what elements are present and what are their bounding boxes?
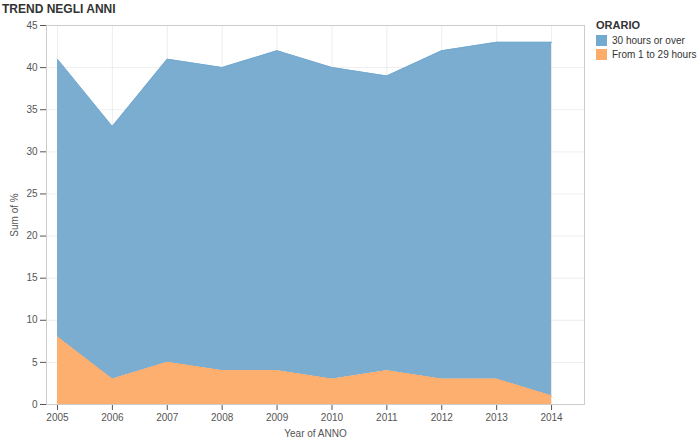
svg-text:25: 25 (26, 188, 38, 199)
svg-text:2006: 2006 (101, 412, 124, 423)
svg-text:20: 20 (26, 230, 38, 241)
svg-text:2012: 2012 (431, 412, 454, 423)
svg-text:2009: 2009 (266, 412, 289, 423)
svg-text:2013: 2013 (486, 412, 509, 423)
svg-text:15: 15 (26, 272, 38, 283)
html-text:ORARIO: ORARIO (596, 19, 640, 31)
html-text:From 1 to 29 hours: From 1 to 29 hours (612, 49, 697, 60)
svg-text:5: 5 (32, 357, 38, 368)
svg-text:30: 30 (26, 146, 38, 157)
svg-text:35: 35 (26, 104, 38, 115)
svg-text:10: 10 (26, 314, 38, 325)
svg-text:2007: 2007 (156, 412, 179, 423)
svg-text:Year of ANNO: Year of ANNO (284, 428, 347, 439)
svg-text:40: 40 (26, 62, 38, 73)
svg-text:2010: 2010 (321, 412, 344, 423)
svg-text:2011: 2011 (376, 412, 398, 423)
svg-text:2008: 2008 (211, 412, 234, 423)
svg-text:Sum of %: Sum of % (9, 193, 20, 236)
svg-text:0: 0 (32, 399, 38, 410)
svg-text:2014: 2014 (540, 412, 563, 423)
svg-text:45: 45 (26, 20, 38, 31)
svg-text:2005: 2005 (46, 412, 69, 423)
html-text:TREND NEGLI ANNI: TREND NEGLI ANNI (2, 2, 116, 16)
html-text:30 hours or over: 30 hours or over (612, 35, 685, 46)
